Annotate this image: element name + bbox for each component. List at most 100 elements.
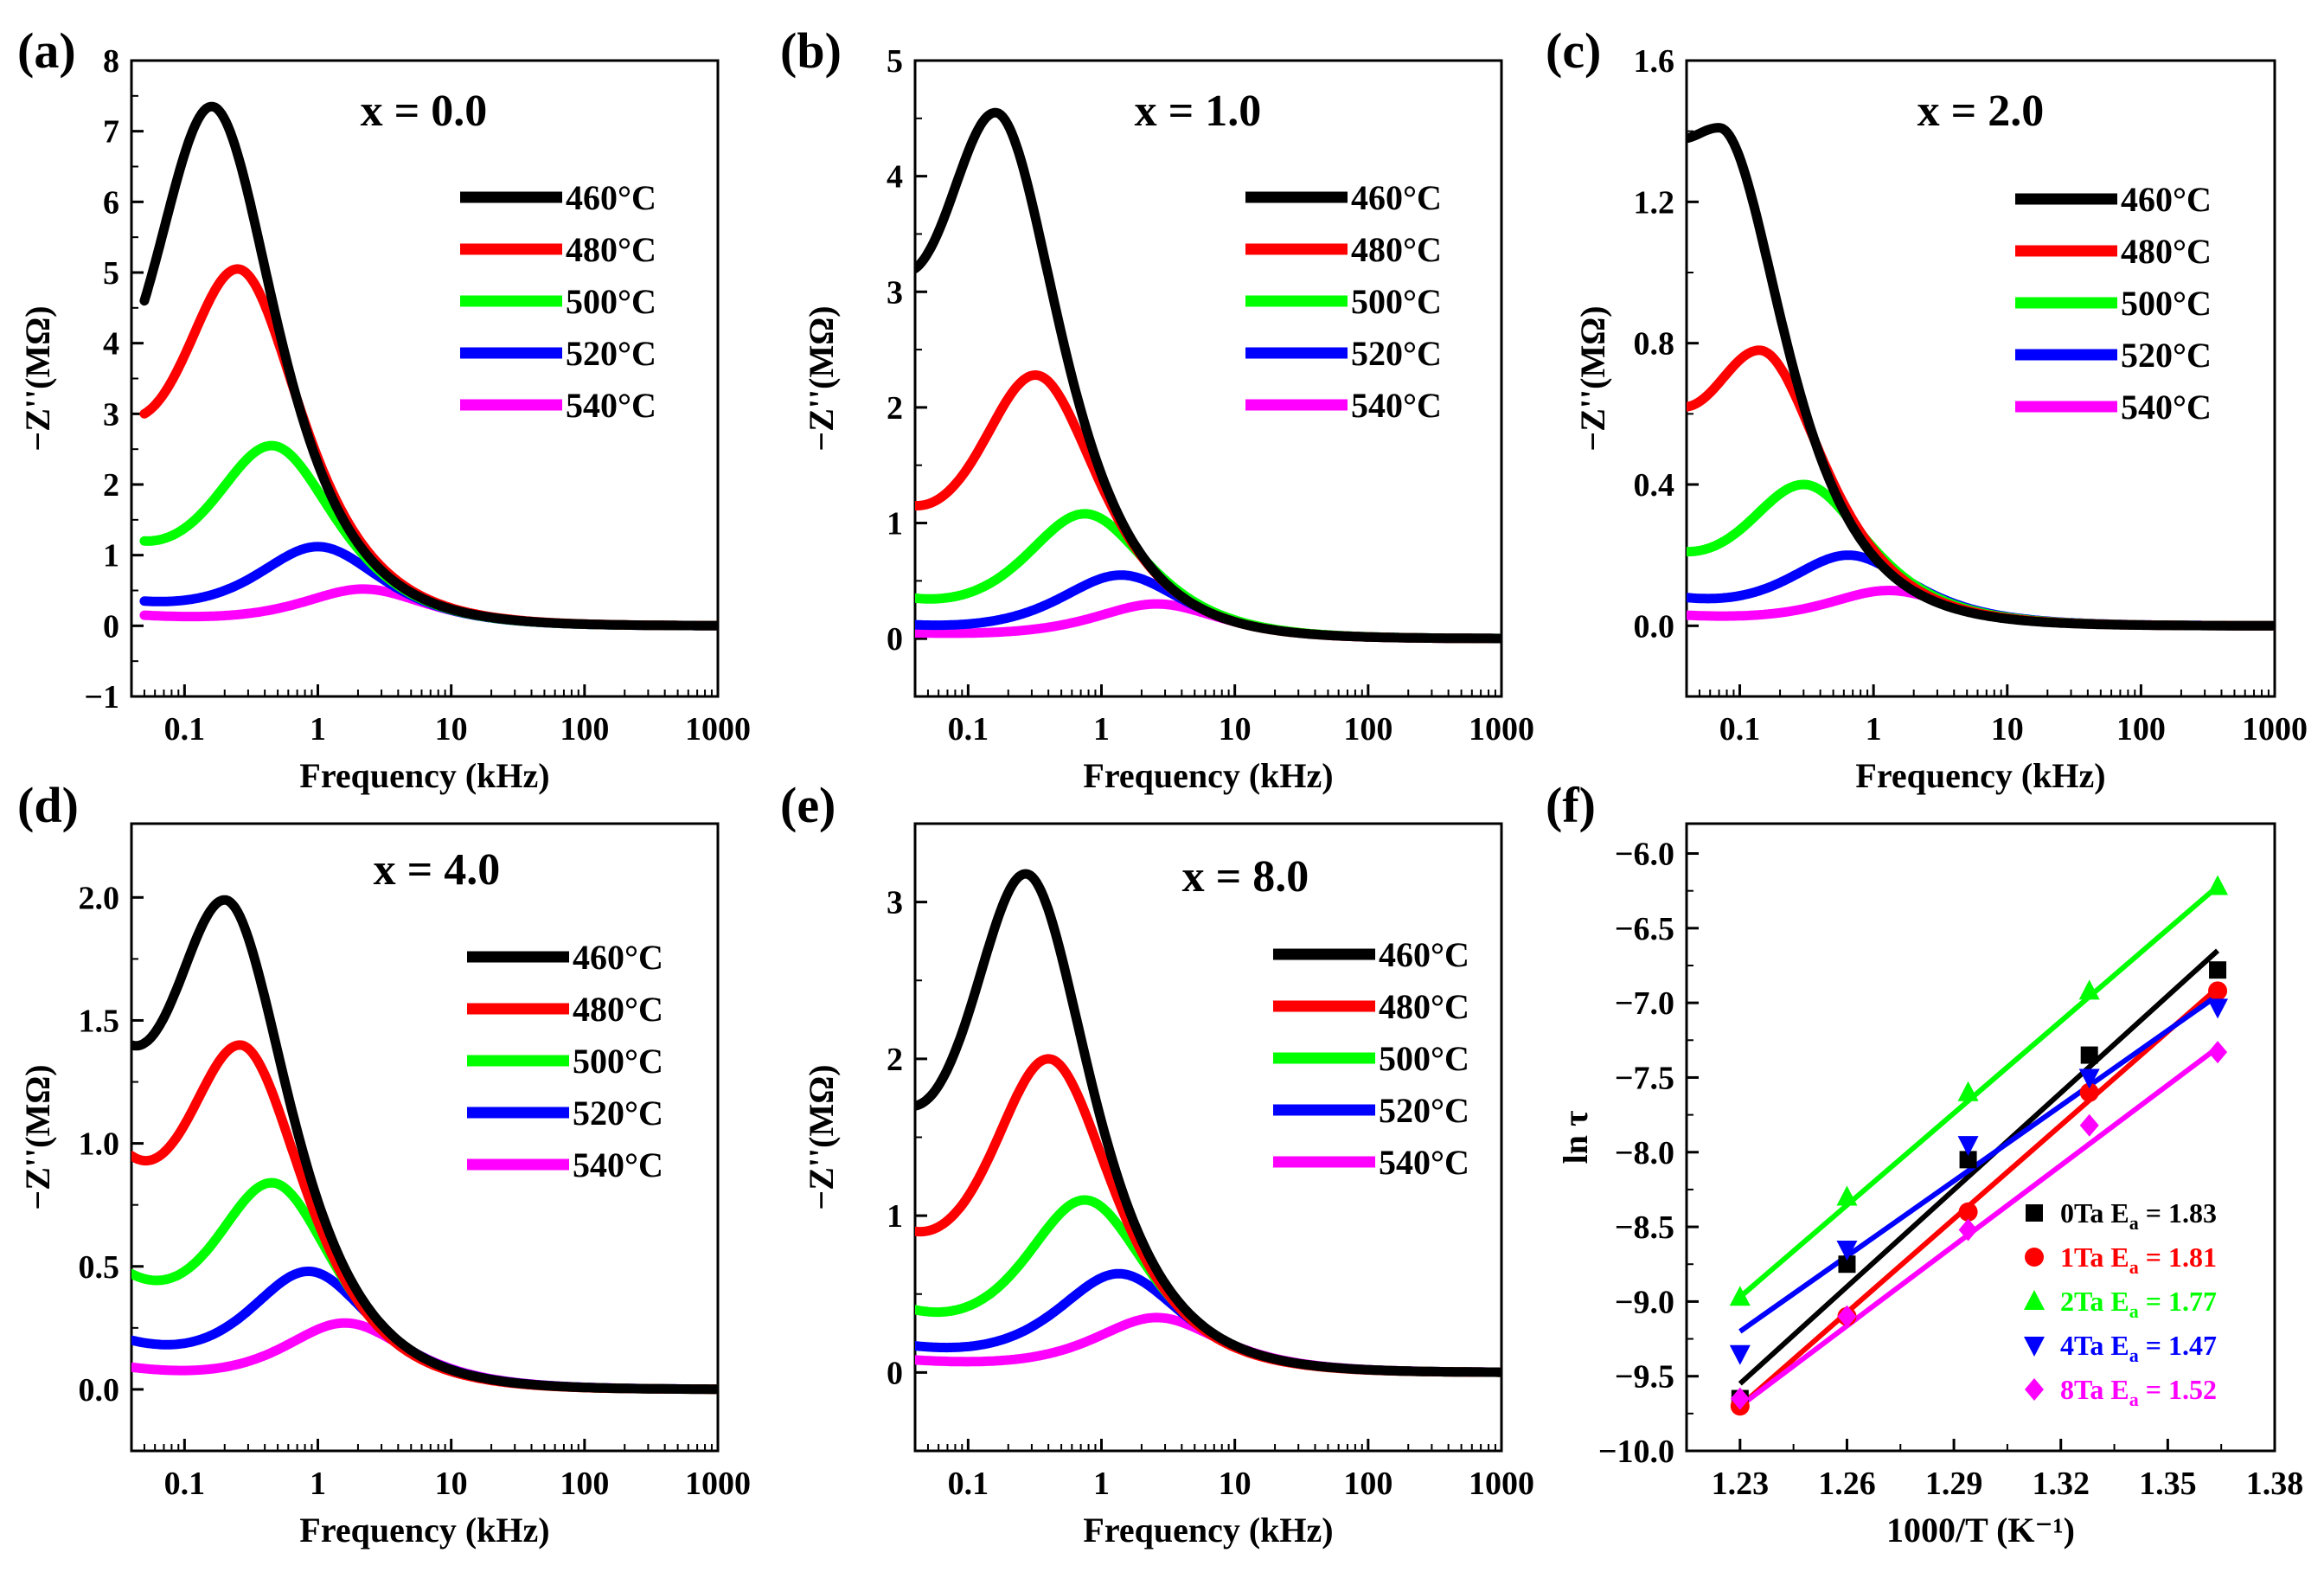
legend-label-4Ta: 4Ta Ea = 1.47 <box>2060 1330 2217 1366</box>
fit-line-4Ta <box>1738 993 2219 1334</box>
legend-label-460: 460°C <box>566 178 656 217</box>
panel-label: (e) <box>780 777 835 833</box>
series-group <box>139 101 718 631</box>
data-point-4Ta <box>2078 1068 2100 1089</box>
legend-label-480: 480°C <box>1351 230 1442 269</box>
legend-value: = 1.52 <box>2139 1374 2217 1405</box>
y-axis-label: −Z''(MΩ) <box>1573 305 1612 451</box>
y-tick-label: 3 <box>887 274 903 311</box>
legend-marker-1Ta <box>2025 1248 2044 1267</box>
y-tick-label: 0 <box>887 1355 903 1391</box>
legend-sub: a <box>2129 1344 2139 1366</box>
legend-label-520: 520°C <box>1379 1091 1469 1130</box>
y-axis-label: −Z''(MΩ) <box>18 305 57 451</box>
y-tick-label: 1.2 <box>1634 184 1675 221</box>
panel-title: x = 2.0 <box>1917 87 2045 136</box>
data-point-2Ta <box>2207 875 2229 895</box>
x-tick-label: 1000 <box>685 1466 751 1502</box>
series-group <box>131 895 718 1395</box>
data-point-8Ta <box>1958 1218 1978 1242</box>
y-axis-label: ln τ <box>1556 1111 1595 1165</box>
x-tick-label: 0.1 <box>1719 711 1761 748</box>
x-tick-label: 1.38 <box>2246 1466 2304 1502</box>
data-point-8Ta <box>1730 1387 1750 1410</box>
legend-sample: 2Ta E <box>2060 1286 2129 1317</box>
x-tick-label: 10 <box>1991 711 2024 748</box>
legend-sample: 4Ta E <box>2060 1330 2129 1361</box>
data-point-8Ta <box>1837 1305 1857 1328</box>
x-tick-label: 1 <box>1093 711 1110 748</box>
legend-sub: a <box>2129 1300 2139 1322</box>
y-tick-label: −7.0 <box>1615 985 1674 1022</box>
x-tick-label: 100 <box>1343 1466 1392 1502</box>
y-tick-label: 0.4 <box>1634 467 1675 504</box>
series-group <box>915 869 1501 1377</box>
legend-label-460: 460°C <box>1351 178 1442 217</box>
legend-label-540: 540°C <box>566 386 656 425</box>
x-tick-label: 0.1 <box>948 1466 989 1502</box>
data-point-8Ta <box>2208 1041 2228 1064</box>
x-tick-label: 100 <box>560 1466 609 1502</box>
y-axis-label: −Z''(MΩ) <box>18 1064 57 1209</box>
legend-label-520: 520°C <box>573 1094 663 1132</box>
x-tick-label: 1000 <box>1469 711 1534 748</box>
data-point-2Ta <box>2078 979 2100 1000</box>
data-point-0Ta <box>2080 1046 2098 1064</box>
legend-label-520: 520°C <box>2121 336 2212 375</box>
series-line-460 <box>915 107 1501 644</box>
legend-label-480: 480°C <box>573 990 663 1029</box>
legend-label-460: 460°C <box>573 938 663 977</box>
y-tick-label: 0 <box>103 608 119 645</box>
data-point-0Ta <box>1959 1151 1977 1169</box>
x-tick-label: 1 <box>1866 711 1882 748</box>
x-axis-label: Frequency (kHz) <box>1083 1511 1333 1550</box>
y-tick-label: 0.0 <box>1634 608 1675 645</box>
fit-line-2Ta <box>1738 884 2220 1299</box>
x-tick-label: 1000 <box>685 711 751 748</box>
plot-frame <box>913 59 1503 698</box>
fit-line-8Ta <box>1738 1045 2219 1408</box>
y-tick-label: 5 <box>887 43 903 80</box>
fit-line-0Ta <box>1738 948 2220 1386</box>
x-tick-label: 1 <box>310 711 326 748</box>
y-axis-label: −Z''(MΩ) <box>802 1064 841 1209</box>
legend-label-8Ta: 8Ta Ea = 1.52 <box>2060 1374 2217 1410</box>
y-tick-label: 1 <box>103 538 119 574</box>
legend-label-480: 480°C <box>1379 987 1469 1026</box>
x-tick-label: 1.26 <box>1818 1466 1876 1502</box>
x-axis-label: Frequency (kHz) <box>1855 756 2105 795</box>
y-tick-label: 0.0 <box>79 1372 120 1408</box>
panel-title: x = 8.0 <box>1182 852 1309 901</box>
data-point-4Ta <box>2207 998 2229 1019</box>
legend-sub: a <box>2129 1256 2139 1278</box>
y-tick-label: −10.0 <box>1598 1434 1674 1470</box>
panel-title: x = 0.0 <box>361 87 488 136</box>
panel-title: x = 4.0 <box>374 845 501 895</box>
legend-label-480: 480°C <box>2121 232 2212 271</box>
data-point-1Ta <box>2079 1082 2099 1102</box>
series-group <box>915 107 1501 644</box>
series-line-500 <box>1687 479 2275 631</box>
x-tick-label: 1.32 <box>2032 1466 2090 1502</box>
x-tick-label: 1.35 <box>2139 1466 2197 1502</box>
legend-label-500: 500°C <box>1379 1039 1469 1078</box>
panel-b: 0.1 1 10 100 1000 0 1 2 3 4 5 Frequency (kHz) −Z''(M… <box>780 22 1534 795</box>
x-tick-label: 0.1 <box>948 711 989 748</box>
panel-label: (f) <box>1546 777 1596 833</box>
data-point-0Ta <box>1838 1255 1856 1274</box>
legend-label-460: 460°C <box>2121 180 2212 219</box>
series-group <box>1687 123 2275 631</box>
x-tick-label: 0.1 <box>164 711 206 748</box>
y-tick-label: 1.0 <box>79 1126 120 1163</box>
x-tick-label: 1000 <box>1469 1466 1534 1502</box>
legend-value: = 1.77 <box>2139 1286 2217 1317</box>
legend-label-2Ta: 2Ta Ea = 1.77 <box>2060 1286 2217 1322</box>
plot-frame <box>130 822 720 1453</box>
y-tick-label: 7 <box>103 114 119 151</box>
data-point-2Ta <box>1836 1185 1858 1206</box>
x-tick-label: 10 <box>1219 711 1252 748</box>
x-tick-label: 1.23 <box>1712 1466 1770 1502</box>
y-tick-label: −9.0 <box>1615 1284 1674 1320</box>
fit-line-1Ta <box>1738 985 2220 1408</box>
